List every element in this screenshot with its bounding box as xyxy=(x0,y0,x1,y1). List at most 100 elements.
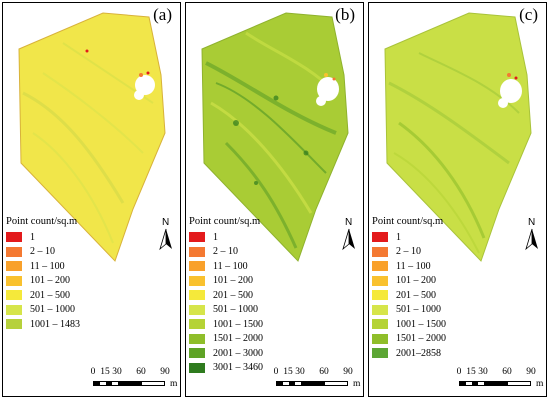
legend-label: 2 – 10 xyxy=(30,246,55,258)
scale-unit: m xyxy=(170,379,178,389)
legend-item: 501 – 1000 xyxy=(189,303,263,318)
legend-item: 11 – 100 xyxy=(6,259,80,274)
north-label: N xyxy=(345,217,353,228)
panel-label: (a) xyxy=(153,5,172,24)
scale-tick: 15 xyxy=(283,367,293,377)
panel-label: (c) xyxy=(519,5,538,24)
legend-swatch xyxy=(372,304,388,315)
legend-item: 1001 – 1500 xyxy=(189,317,263,332)
north-arrow-icon: N xyxy=(342,217,362,251)
scale-bar-graphic xyxy=(459,381,531,386)
legend-swatch xyxy=(372,261,388,272)
scale-bar-graphic xyxy=(93,381,165,386)
scale-tick: 60 xyxy=(136,367,146,377)
legend-swatch xyxy=(189,333,205,344)
legend-label: 201 – 500 xyxy=(30,289,70,301)
scale-tick: 15 xyxy=(100,367,110,377)
legend-label: 1001 – 1500 xyxy=(213,318,263,330)
legend: Point count/sq.m 1 2 – 10 11 – 100 101 –… xyxy=(372,216,446,361)
legend-item: 1001 – 1500 xyxy=(372,317,446,332)
legend: Point count/sq.m 1 2 – 10 11 – 100 101 –… xyxy=(189,216,263,375)
legend-swatch xyxy=(189,362,205,373)
legend-swatch xyxy=(6,246,22,257)
legend-swatch xyxy=(189,232,205,243)
scale-tick: 15 xyxy=(466,367,476,377)
north-arrow-icon: N xyxy=(159,217,179,251)
point-density-map xyxy=(201,12,349,262)
legend-item: 11 – 100 xyxy=(372,259,446,274)
scale-bar: 0 15 30 60 90 m xyxy=(268,367,363,395)
scale-tick: 30 xyxy=(478,367,488,377)
scale-tick: 30 xyxy=(295,367,305,377)
legend-label: 1 xyxy=(30,231,35,243)
legend-label: 501 – 1000 xyxy=(396,304,441,316)
legend-title: Point count/sq.m xyxy=(372,216,444,227)
map-panel-b: (b) Point count/sq.m 1 2 – 10 11 – 100 1… xyxy=(185,2,364,397)
scale-tick: 0 xyxy=(456,367,462,377)
legend-swatch xyxy=(372,275,388,286)
legend-swatch xyxy=(6,275,22,286)
legend-item: 101 – 200 xyxy=(372,274,446,289)
legend-label: 2 – 10 xyxy=(396,246,421,258)
legend-item: 501 – 1000 xyxy=(372,303,446,318)
legend-label: 1001 – 1483 xyxy=(30,318,80,330)
legend-swatch xyxy=(189,261,205,272)
legend-swatch xyxy=(6,261,22,272)
legend-swatch xyxy=(6,232,22,243)
legend-label: 201 – 500 xyxy=(396,289,436,301)
scale-bar: 0 15 30 60 90 m xyxy=(451,367,546,395)
legend-item: 1 xyxy=(189,230,263,245)
legend-label: 2 – 10 xyxy=(213,246,238,258)
panel-label: (b) xyxy=(335,5,355,24)
legend-item: 1501 – 2000 xyxy=(372,332,446,347)
north-label: N xyxy=(162,217,170,228)
legend-swatch xyxy=(189,290,205,301)
scale-tick: 60 xyxy=(502,367,512,377)
legend-label: 1501 – 2000 xyxy=(213,333,263,345)
legend-label: 3001 – 3460 xyxy=(213,362,263,374)
scale-unit: m xyxy=(353,379,361,389)
legend-label: 1 xyxy=(213,231,218,243)
legend-item: 201 – 500 xyxy=(189,288,263,303)
legend-label: 501 – 1000 xyxy=(213,304,258,316)
legend-item: 101 – 200 xyxy=(189,274,263,289)
legend-item: 2 – 10 xyxy=(372,245,446,260)
legend-item: 201 – 500 xyxy=(6,288,80,303)
legend-swatch xyxy=(372,290,388,301)
point-density-map xyxy=(384,12,532,262)
legend-label: 1001 – 1500 xyxy=(396,318,446,330)
legend-label: 1 xyxy=(396,231,401,243)
north-label: N xyxy=(528,217,536,228)
legend-label: 11 – 100 xyxy=(30,260,65,272)
legend-item: 201 – 500 xyxy=(372,288,446,303)
legend-label: 2001–2858 xyxy=(396,347,441,359)
legend-item: 501 – 1000 xyxy=(6,303,80,318)
legend-item: 1 xyxy=(6,230,80,245)
scale-bar-graphic xyxy=(276,381,348,386)
legend-title: Point count/sq.m xyxy=(6,216,78,227)
north-arrow-icon: N xyxy=(525,217,545,251)
legend-swatch xyxy=(372,319,388,330)
legend-item: 2 – 10 xyxy=(6,245,80,260)
legend-label: 2001 – 3000 xyxy=(213,347,263,359)
legend-item: 101 – 200 xyxy=(6,274,80,289)
legend-label: 501 – 1000 xyxy=(30,304,75,316)
legend-item: 2 – 10 xyxy=(189,245,263,260)
legend-title: Point count/sq.m xyxy=(189,216,261,227)
scale-unit: m xyxy=(536,379,544,389)
point-density-map xyxy=(18,12,166,262)
legend-swatch xyxy=(189,246,205,257)
scale-tick: 60 xyxy=(319,367,329,377)
legend-label: 201 – 500 xyxy=(213,289,253,301)
map-panel-c: (c) Point count/sq.m 1 2 – 10 11 – 100 1… xyxy=(368,2,547,397)
legend-item: 3001 – 3460 xyxy=(189,361,263,376)
legend-swatch xyxy=(189,319,205,330)
legend-label: 101 – 200 xyxy=(213,275,253,287)
scale-tick: 0 xyxy=(273,367,279,377)
scale-tick: 30 xyxy=(112,367,122,377)
legend-item: 2001 – 3000 xyxy=(189,346,263,361)
legend-swatch xyxy=(189,348,205,359)
legend-label: 101 – 200 xyxy=(30,275,70,287)
legend-item: 11 – 100 xyxy=(189,259,263,274)
legend-item: 1 xyxy=(372,230,446,245)
